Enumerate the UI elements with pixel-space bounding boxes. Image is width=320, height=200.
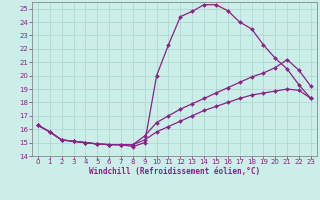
X-axis label: Windchill (Refroidissement éolien,°C): Windchill (Refroidissement éolien,°C) — [89, 167, 260, 176]
